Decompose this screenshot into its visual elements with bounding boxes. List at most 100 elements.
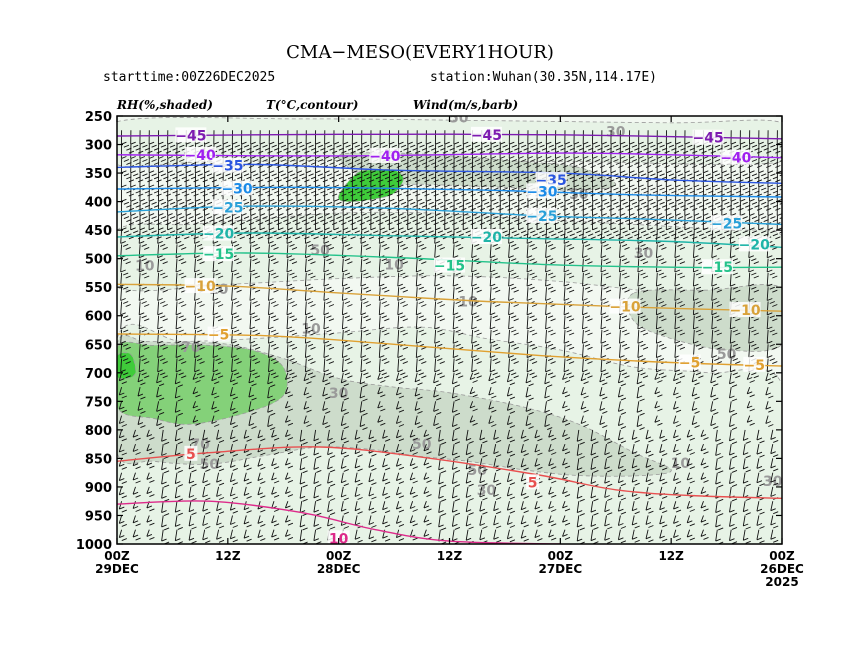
wind-barb [544,387,553,402]
wind-barb [323,258,335,279]
wind-barb [304,358,316,379]
wind-barb [712,158,726,183]
wind-barb [243,486,252,499]
wind-barb [555,130,569,154]
wind-barb [518,144,532,168]
wind-barb [397,244,408,265]
wind-barb [508,272,519,293]
wind-barb [465,444,474,459]
wind-barb [659,443,668,457]
wind-barb [481,173,495,197]
wind-barb [425,543,427,544]
wind-barb [462,187,476,211]
wind-barb [157,187,172,211]
wind-barb [451,458,461,473]
temp-label-bg [175,127,207,143]
wind-barb [488,372,497,385]
wind-barb [453,130,467,154]
wind-barb [471,272,482,293]
wind-barb [691,372,700,386]
wind-barb [645,486,654,500]
wind-barb [506,372,516,386]
wind-barb [327,429,336,444]
wind-barb [729,329,741,350]
wind-barb [360,272,372,293]
wind-barb [360,358,372,379]
wind-barb [370,215,384,240]
wind-barb [526,358,538,379]
wind-barb [361,130,375,154]
wind-barb [250,201,264,226]
wind-barb [423,501,432,512]
wind-barb [647,144,661,168]
wind-barb [176,173,190,197]
y-tick-label: 400 [85,196,112,211]
wind-barb [378,329,390,350]
wind-barb [673,386,682,399]
wind-barb [493,529,502,543]
wind-barb [192,401,201,412]
wind-barb [489,344,501,365]
wind-barb [471,358,482,379]
wind-barb [268,158,282,183]
wind-barb [452,244,464,265]
wind-barb [610,173,624,197]
wind-barb [259,130,273,154]
wind-barb [770,515,779,529]
wind-barb [710,372,719,387]
wind-barb [604,501,613,516]
wind-barb [610,158,624,183]
wind-barb [729,472,738,488]
wind-barb [462,144,476,168]
wind-barb [305,173,319,197]
wind-barb [137,386,146,400]
wind-barb [462,215,476,240]
wind-barb [407,187,421,211]
wind-barb [370,543,371,544]
wind-barb [271,529,280,541]
wind-barb [305,187,319,211]
wind-barb [340,429,349,444]
wind-barb [341,258,353,279]
rh-contour-label: 70 [181,340,201,356]
wind-barb [287,130,301,154]
wind-barb [619,315,630,336]
wind-barb [296,215,310,240]
wind-barb [601,173,615,197]
wind-barb [647,215,661,240]
wind-barb [580,386,589,399]
wind-barb [304,272,316,293]
wind-barb [323,287,335,307]
temp-contour-line [117,500,561,544]
wind-barb [194,215,208,240]
wind-barb [703,543,704,544]
wind-barb [361,215,375,240]
wind-barb [388,215,402,240]
wind-barb [243,529,252,542]
wind-barb [711,315,722,336]
wind-barb [545,230,556,250]
wind-barb [118,515,127,527]
wind-barb [469,372,478,383]
wind-barb [415,329,427,350]
wind-barb [284,429,294,441]
wind-barb [161,458,170,474]
wind-barb [576,444,585,459]
wind-barb [271,472,280,484]
wind-barb [508,344,519,365]
wind-barb [686,443,695,455]
temp-label-bg [526,207,558,223]
wind-barb [161,472,170,488]
wind-barb [231,272,242,293]
wind-barb [655,344,667,365]
wind-barb [518,215,532,240]
wind-barb [562,386,571,398]
wind-barb [257,443,266,456]
wind-barb [525,387,534,401]
wind-barb [617,415,627,430]
wind-barb [638,158,652,183]
wind-barb [582,230,593,250]
wind-barb [271,429,280,441]
wind-barb [249,258,261,279]
wind-barb [545,144,559,168]
